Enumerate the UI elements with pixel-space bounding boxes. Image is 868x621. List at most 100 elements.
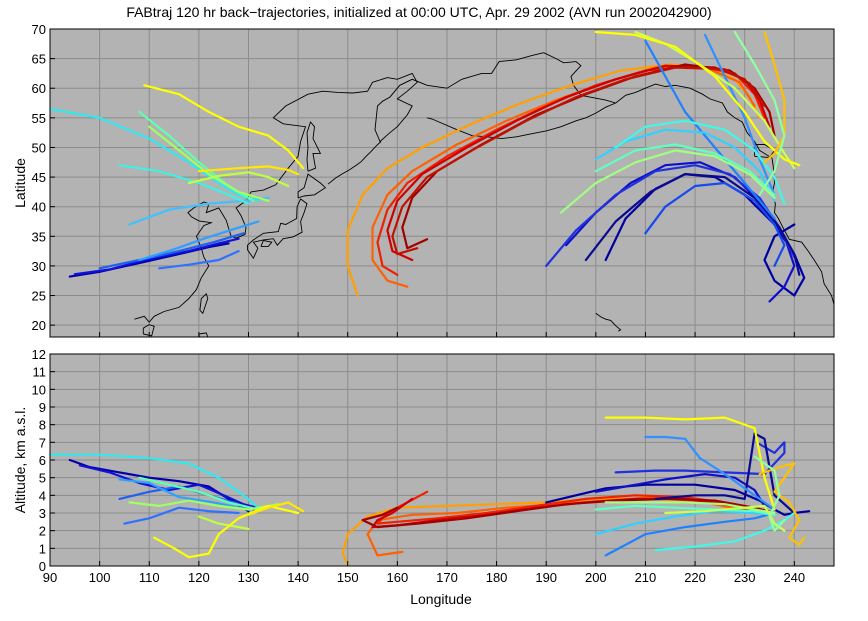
altitude-panel-ticks: 90 100 110 120 130 140 150 160 170 180 190 200 210 22… [32, 347, 806, 585]
altitude-trajectory-29 [758, 462, 806, 546]
altitude-x-tick-label: 110 [139, 570, 160, 585]
altitude-x-tick-label: 200 [585, 570, 607, 585]
altitude-x-tick-label: 150 [337, 570, 359, 585]
altitude-y-tick-label: 11 [33, 365, 47, 380]
map-trajectory-11 [187, 171, 290, 188]
altitude-x-tick-label: 140 [287, 570, 309, 585]
altitude-panel-x-label: Longitude [410, 591, 472, 607]
coastline-segment [198, 332, 209, 337]
altitude-y-tick-label: 6 [39, 453, 46, 468]
map-trajectory-34 [733, 30, 786, 196]
altitude-trajectory-7 [138, 476, 260, 511]
map-trajectory-24 [644, 181, 786, 267]
map-y-tick-label: 60 [32, 81, 46, 96]
map-trajectory-26 [703, 33, 776, 196]
map-trajectory-2 [73, 237, 240, 276]
altitude-y-tick-label: 7 [39, 435, 46, 450]
coastline-segment [142, 324, 155, 337]
altitude-x-tick-label: 130 [238, 570, 260, 585]
coastline-segment [297, 173, 327, 199]
map-panel-grid [49, 28, 834, 337]
altitude-x-tick-label: 160 [386, 570, 408, 585]
map-y-tick-label: 20 [32, 318, 46, 333]
map-y-tick-label: 30 [32, 259, 46, 274]
altitude-trajectory-4 [123, 506, 240, 525]
altitude-trajectory-28 [604, 416, 776, 511]
altitude-trajectory-23 [594, 510, 776, 536]
altitude-y-tick-label: 9 [39, 400, 46, 415]
map-trajectory-7 [50, 107, 260, 202]
coastline-segment [595, 312, 622, 332]
map-trajectory-33 [763, 30, 786, 164]
map-trajectory-4 [138, 220, 260, 262]
map-y-tick-label: 40 [32, 200, 46, 215]
map-y-tick-label: 45 [32, 170, 46, 185]
altitude-trajectory-24 [654, 511, 796, 552]
coastline-segment [134, 52, 544, 323]
altitude-x-tick-label: 100 [89, 570, 111, 585]
map-y-tick-label: 25 [32, 289, 46, 304]
altitude-trajectory-20 [654, 432, 796, 515]
map-y-tick-label: 35 [32, 229, 46, 244]
map-trajectory-25 [644, 39, 776, 220]
map-trajectory-28 [614, 119, 786, 205]
map-trajectory-19 [391, 66, 766, 256]
altitude-y-tick-label: 8 [39, 418, 46, 433]
altitude-trajectory-16 [361, 497, 776, 529]
altitude-y-tick-label: 0 [39, 559, 46, 574]
altitude-trajectory-25 [594, 504, 776, 516]
altitude-trajectory-26 [604, 501, 776, 515]
altitude-trajectory-10 [153, 504, 300, 559]
map-trajectory-23 [584, 173, 801, 276]
altitude-trajectory-22 [644, 435, 776, 511]
map-panel-trajectories [50, 30, 806, 303]
altitude-y-tick-label: 4 [39, 488, 46, 503]
map-y-tick-label: 50 [32, 140, 46, 155]
altitude-trajectory-30 [753, 455, 786, 532]
map-panel-frame [49, 28, 835, 338]
coastline-segment [199, 292, 209, 315]
altitude-trajectory-5 [118, 478, 250, 511]
map-panel-background [50, 29, 834, 337]
map-trajectory-5 [158, 250, 240, 270]
map-panel: 20 25 30 35 40 45 50 55 60 65 70 Latitude [12, 22, 835, 338]
altitude-trajectory-27 [664, 504, 786, 532]
map-trajectory-8 [118, 164, 250, 205]
altitude-y-tick-label: 3 [39, 506, 46, 521]
altitude-x-tick-label: 170 [436, 570, 458, 585]
coastline-segment [260, 239, 273, 247]
altitude-trajectory-21 [604, 511, 776, 557]
map-trajectory-3 [98, 232, 245, 270]
coastline-segment [327, 141, 382, 185]
coastline-segment [426, 102, 616, 140]
figure-title: FABtraj 120 hr back−trajectories, initia… [126, 4, 711, 20]
altitude-panel-y-label: Altitude, km a.s.l. [12, 407, 28, 514]
altitude-y-tick-label: 12 [32, 347, 46, 362]
altitude-trajectory-17 [545, 483, 811, 516]
map-trajectory-14 [346, 63, 761, 297]
altitude-y-tick-label: 10 [32, 382, 46, 397]
map-y-tick-label: 55 [32, 111, 46, 126]
coastline-segment [543, 52, 834, 305]
map-trajectory-32 [594, 30, 801, 167]
altitude-x-tick-label: 220 [684, 570, 706, 585]
altitude-panel-trajectories [50, 416, 811, 566]
map-trajectory-30 [559, 149, 776, 214]
altitude-panel: 90 100 110 120 130 140 150 160 170 180 190 200 210 22… [12, 347, 835, 607]
altitude-y-tick-label: 5 [39, 471, 46, 486]
altitude-trajectory-6 [50, 453, 260, 509]
map-y-tick-label: 70 [32, 22, 46, 37]
map-trajectory-13 [197, 165, 300, 176]
map-y-tick-label: 65 [32, 52, 46, 67]
map-panel-y-ticks: 20 25 30 35 40 45 50 55 60 65 70 [32, 22, 795, 337]
coastline-segment [247, 198, 308, 260]
altitude-x-tick-label: 190 [535, 570, 557, 585]
map-panel-y-label: Latitude [12, 158, 28, 208]
coastline [134, 52, 834, 337]
map-trajectory-29 [594, 143, 776, 196]
altitude-trajectory-18 [594, 473, 766, 507]
altitude-x-tick-label: 210 [635, 570, 657, 585]
coastline-segment [306, 121, 322, 172]
altitude-y-tick-label: 2 [39, 524, 46, 539]
